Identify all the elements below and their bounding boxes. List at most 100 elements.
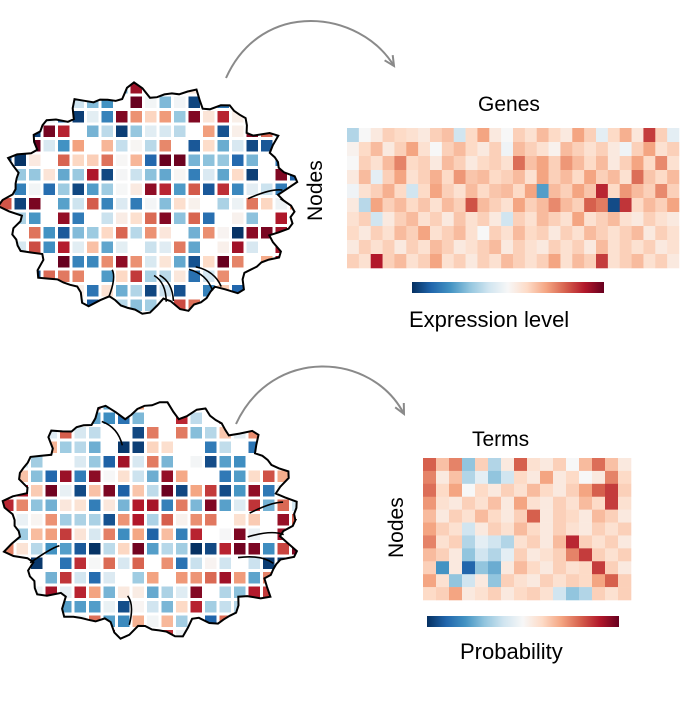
heatmap-cell bbox=[406, 254, 419, 269]
parcel bbox=[58, 314, 70, 326]
heatmap-cell bbox=[475, 496, 489, 510]
parcel bbox=[16, 615, 28, 627]
parcel bbox=[72, 154, 84, 166]
heatmap-cell bbox=[462, 587, 476, 601]
parcel bbox=[190, 601, 202, 613]
heatmap-cell bbox=[514, 458, 528, 472]
heatmap-cell bbox=[631, 254, 644, 269]
heatmap-cell bbox=[501, 198, 514, 213]
parcel bbox=[219, 441, 231, 453]
heatmap-cell bbox=[579, 561, 593, 575]
parcel bbox=[232, 154, 244, 166]
heatmap-cell bbox=[553, 561, 567, 575]
heatmap-cell bbox=[370, 212, 383, 227]
heatmap-cell bbox=[394, 128, 407, 143]
parcel bbox=[58, 140, 70, 152]
heatmap-cell bbox=[566, 483, 580, 498]
parcel bbox=[246, 227, 258, 239]
heatmap-cell bbox=[514, 587, 528, 601]
heatmap-cell bbox=[619, 184, 632, 199]
parcel bbox=[147, 615, 159, 627]
parcel bbox=[161, 528, 173, 540]
parcel bbox=[275, 270, 287, 282]
parcel bbox=[217, 256, 229, 268]
parcel bbox=[89, 485, 101, 497]
parcel bbox=[174, 154, 186, 166]
heatmap-cell bbox=[566, 548, 580, 562]
heatmap-cell bbox=[631, 142, 644, 157]
heatmap-cell bbox=[513, 254, 526, 269]
heatmap-cell bbox=[553, 509, 567, 523]
parcel bbox=[205, 402, 217, 410]
heatmap-cell bbox=[501, 470, 515, 485]
parcel bbox=[205, 456, 217, 468]
parcel bbox=[74, 586, 86, 598]
heatmap-cell bbox=[488, 496, 502, 510]
parcel bbox=[292, 485, 297, 497]
parcel bbox=[190, 543, 202, 555]
parcel bbox=[205, 499, 217, 511]
heatmap-cell bbox=[619, 156, 632, 171]
parcel bbox=[145, 82, 157, 94]
parcel bbox=[14, 125, 26, 137]
heatmap-cell bbox=[584, 156, 597, 171]
parcel bbox=[31, 557, 43, 569]
heatmap-cell bbox=[501, 535, 515, 549]
heatmap-cell bbox=[436, 574, 450, 588]
parcel bbox=[116, 169, 128, 181]
parcel bbox=[103, 572, 115, 584]
heatmap-cell bbox=[596, 240, 609, 255]
parcel bbox=[174, 285, 186, 297]
parcel bbox=[190, 456, 202, 468]
parcel bbox=[72, 111, 84, 123]
parcel bbox=[103, 485, 115, 497]
heatmap-cell bbox=[536, 240, 549, 255]
heatmap-cell bbox=[488, 470, 502, 485]
parcel bbox=[232, 183, 244, 195]
parcel bbox=[118, 402, 130, 410]
parcel bbox=[190, 402, 202, 410]
parcel bbox=[118, 586, 130, 598]
heatmap-cell bbox=[584, 128, 597, 143]
heatmap-cell bbox=[553, 535, 567, 549]
parcel bbox=[188, 241, 200, 253]
heatmap-cell bbox=[477, 212, 490, 227]
parcel bbox=[74, 485, 86, 497]
heatmap-cell bbox=[596, 254, 609, 269]
heatmap-cell bbox=[489, 212, 502, 227]
parcel bbox=[145, 299, 157, 311]
parcel bbox=[31, 485, 43, 497]
parcel bbox=[219, 630, 231, 639]
parcel bbox=[15, 314, 27, 326]
heatmap-cell bbox=[394, 226, 407, 241]
parcel bbox=[203, 314, 215, 326]
parcel bbox=[145, 154, 157, 166]
sulcus-line bbox=[249, 501, 284, 514]
heatmap-cell bbox=[524, 226, 538, 241]
parcel bbox=[246, 198, 258, 210]
parcel bbox=[72, 183, 84, 195]
parcel bbox=[74, 412, 86, 424]
parcel bbox=[31, 630, 43, 639]
sulcus-line bbox=[126, 595, 133, 625]
parcel bbox=[275, 82, 287, 94]
parcel bbox=[29, 169, 41, 181]
parcel bbox=[60, 402, 72, 410]
heatmap-cell bbox=[572, 170, 585, 185]
parcel bbox=[145, 183, 157, 195]
parcel bbox=[145, 212, 157, 224]
parcel bbox=[0, 82, 12, 94]
heatmap-cell bbox=[441, 170, 455, 185]
parcel bbox=[60, 427, 72, 439]
heatmap-cell bbox=[514, 483, 528, 498]
parcel bbox=[205, 485, 217, 497]
heatmap-cell bbox=[566, 587, 580, 601]
heatmap-cell bbox=[501, 458, 515, 472]
heatmap-cell bbox=[596, 212, 609, 227]
parcel bbox=[130, 256, 142, 268]
heatmap-cell bbox=[560, 128, 573, 143]
parcel bbox=[16, 586, 28, 598]
heatmap-cell bbox=[548, 254, 561, 269]
nodes-label-top: Nodes bbox=[304, 160, 327, 221]
parcel bbox=[161, 601, 173, 613]
